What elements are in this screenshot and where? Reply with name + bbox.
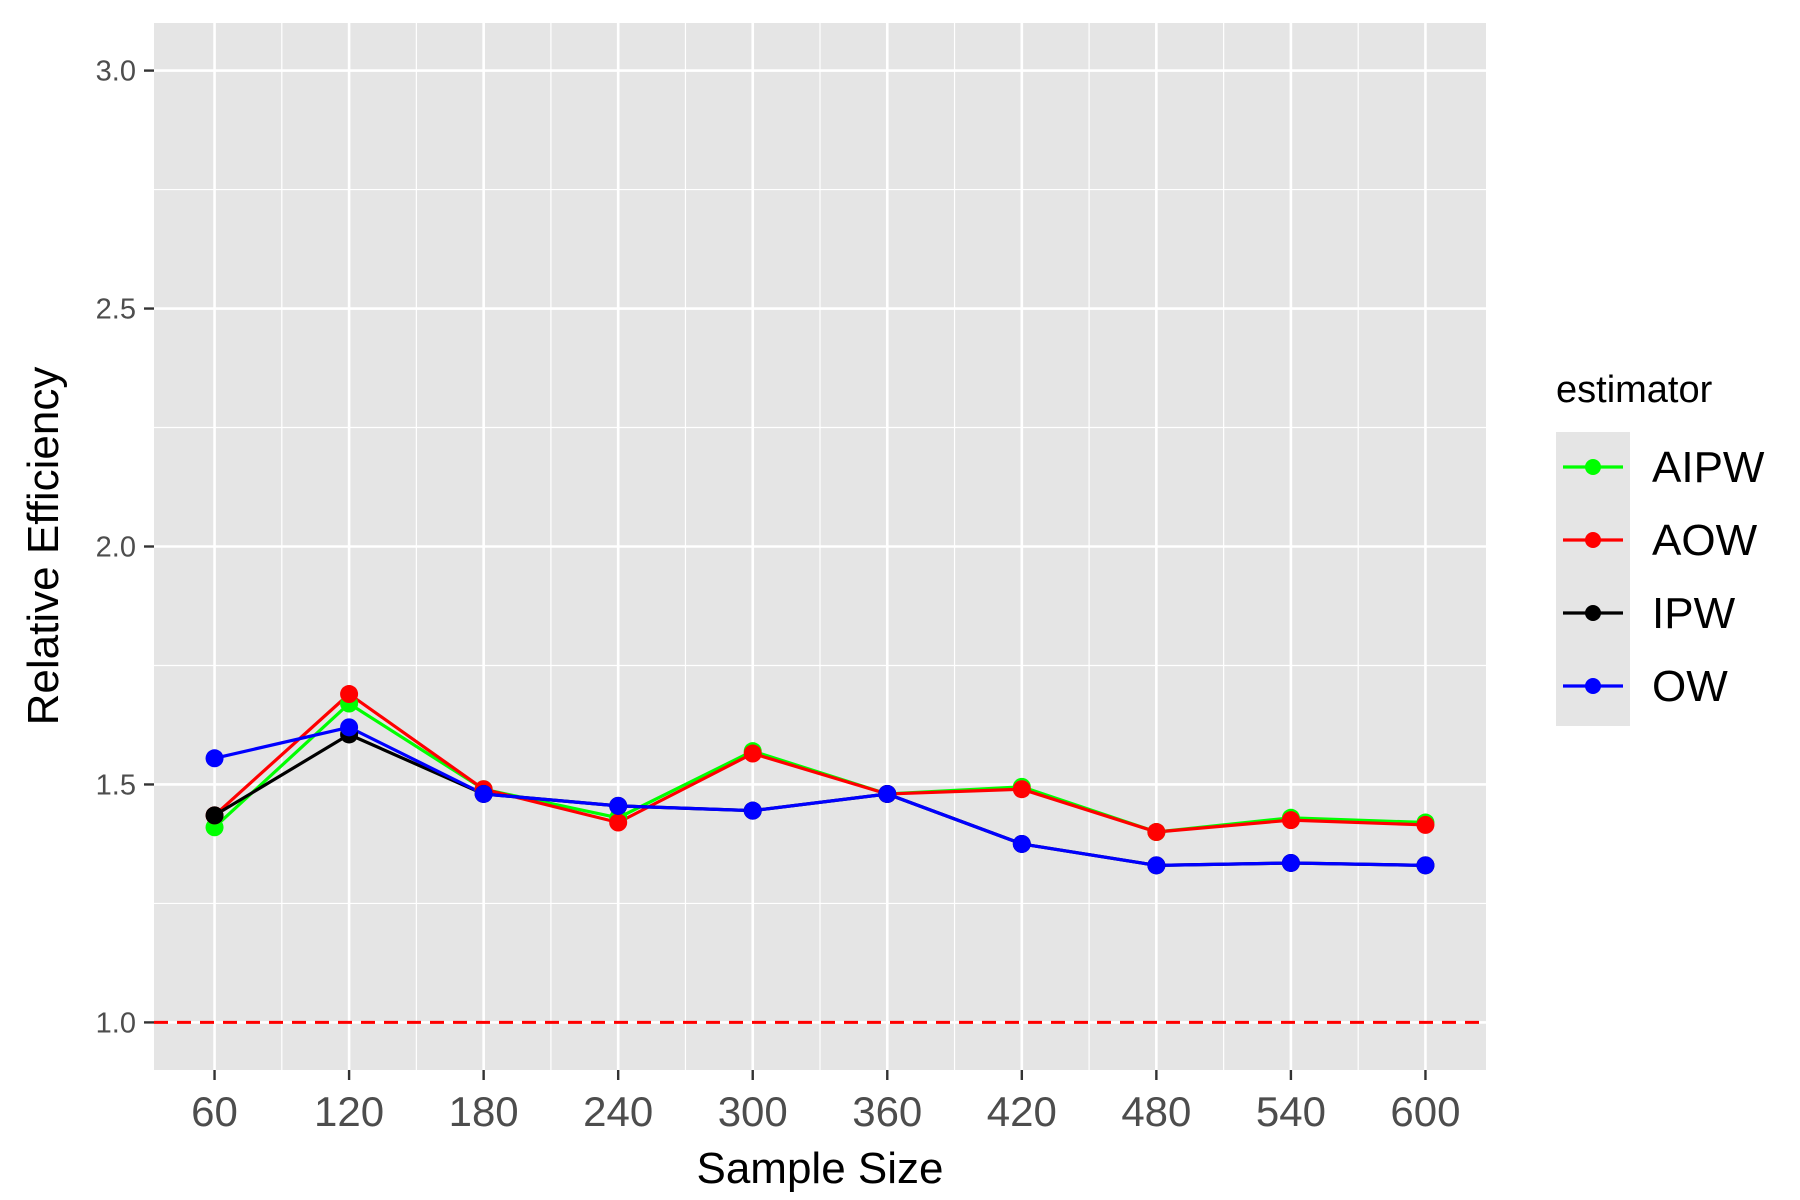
x-tick-label: 120 bbox=[314, 1088, 384, 1135]
series-line-ow bbox=[214, 725, 1426, 868]
x-tick-label: 540 bbox=[1256, 1088, 1326, 1135]
data-point-ow bbox=[1147, 856, 1166, 875]
legend-label-aow: AOW bbox=[1652, 516, 1758, 565]
x-tick-label: 180 bbox=[449, 1088, 519, 1135]
data-point-ow bbox=[609, 796, 628, 815]
legend-items: AIPW AOW IPW OW bbox=[1563, 443, 1765, 711]
x-tick-label: 480 bbox=[1121, 1088, 1191, 1135]
legend-key-point-aipw bbox=[1585, 459, 1601, 475]
y-tick-label: 2.0 bbox=[96, 532, 136, 564]
y-tick-label: 1.5 bbox=[96, 769, 136, 801]
y-tick-label: 3.0 bbox=[96, 56, 136, 88]
data-point-ow bbox=[1416, 856, 1435, 875]
x-tick-label: 240 bbox=[583, 1088, 653, 1135]
data-point-ow bbox=[340, 718, 359, 737]
series-line-aow bbox=[213, 692, 1426, 834]
data-point-ow bbox=[1281, 853, 1300, 872]
legend: estimator AIPW AOW IPW OW bbox=[1556, 369, 1765, 726]
data-point-aow bbox=[1012, 780, 1031, 799]
data-point-ow bbox=[205, 749, 224, 768]
y-tick-label: 2.5 bbox=[96, 294, 136, 326]
data-point-aow bbox=[743, 744, 762, 763]
data-point-aow bbox=[1147, 823, 1166, 842]
y-axis: 1.0 1.5 2.0 2.5 3.0 bbox=[96, 56, 154, 1039]
series-lines bbox=[213, 692, 1426, 868]
legend-label-ow: OW bbox=[1652, 662, 1728, 711]
data-point-ow bbox=[1012, 834, 1031, 853]
data-point-ow bbox=[474, 784, 493, 803]
x-axis: 60 120 180 240 300 360 420 480 540 600 bbox=[191, 1070, 1460, 1135]
legend-label-ipw: IPW bbox=[1652, 589, 1736, 638]
legend-label-aipw: AIPW bbox=[1652, 443, 1765, 492]
data-point-aow bbox=[609, 813, 628, 832]
legend-key-point-ipw bbox=[1585, 605, 1601, 621]
legend-key-background bbox=[1556, 432, 1630, 726]
major-gridlines bbox=[154, 23, 1486, 1070]
y-tick-label: 1.0 bbox=[96, 1007, 136, 1039]
data-point-ipw bbox=[205, 806, 224, 825]
series-points bbox=[205, 685, 1435, 875]
data-point-aow bbox=[340, 685, 359, 704]
legend-key-point-ow bbox=[1585, 678, 1601, 694]
x-tick-label: 60 bbox=[191, 1088, 238, 1135]
data-point-ow bbox=[743, 801, 762, 820]
x-axis-title: Sample Size bbox=[696, 1144, 943, 1193]
y-axis-title: Relative Efficiency bbox=[19, 367, 68, 726]
x-tick-label: 360 bbox=[852, 1088, 922, 1135]
data-point-aow bbox=[1281, 811, 1300, 830]
legend-title: estimator bbox=[1556, 369, 1713, 411]
data-point-ow bbox=[878, 784, 897, 803]
x-tick-label: 300 bbox=[718, 1088, 788, 1135]
data-point-aow bbox=[1416, 815, 1435, 834]
x-tick-label: 420 bbox=[987, 1088, 1057, 1135]
x-tick-label: 600 bbox=[1390, 1088, 1460, 1135]
legend-key-point-aow bbox=[1585, 532, 1601, 548]
